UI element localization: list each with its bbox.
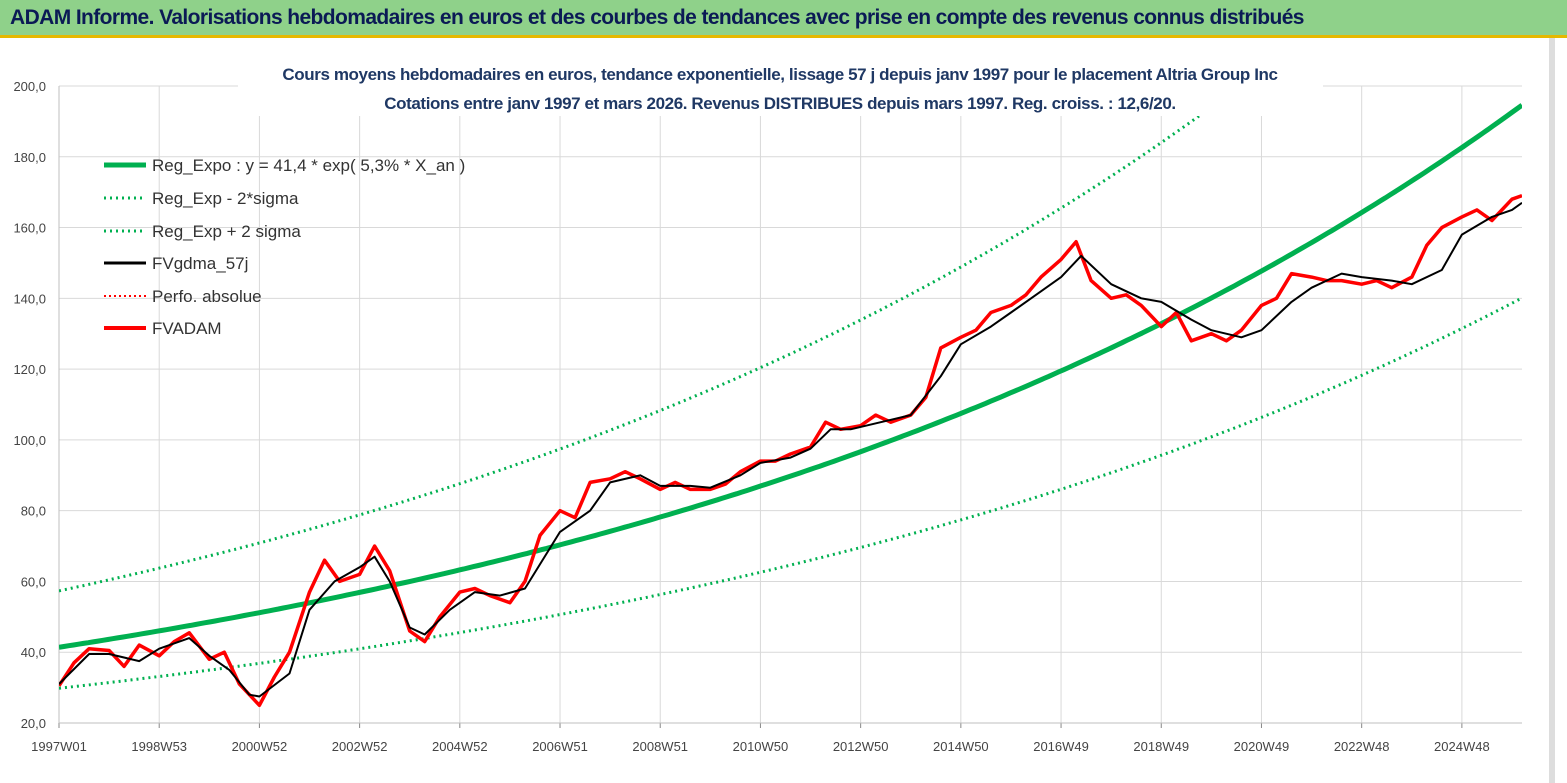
- x-tick-label: 2020W49: [1234, 739, 1290, 754]
- chart-subtitle-line-2: Cotations entre janv 1997 et mars 2026. …: [384, 94, 1175, 113]
- x-tick-label: 2004W52: [432, 739, 488, 754]
- subtitle-background: [238, 60, 1323, 116]
- reg-exp-minus-2sigma-line: [59, 296, 1522, 690]
- legend-label-perfo: Perfo. absolue: [152, 287, 262, 306]
- chart-subtitle-line-1: Cours moyens hebdomadaires en euros, ten…: [282, 65, 1277, 84]
- x-tick-label: 2006W51: [532, 739, 588, 754]
- legend-label-reg-expo: Reg_Expo : y = 41,4 * exp( 5,3% * X_an ): [152, 156, 465, 175]
- fvadam-line: [59, 194, 1522, 708]
- y-tick-label: 40,0: [21, 645, 46, 660]
- x-tick-label: 2000W52: [232, 739, 288, 754]
- y-tick-label: 140,0: [13, 291, 46, 306]
- chart: 20,0 40,0 60,0 80,0 100,0 120,0 140,0 160,0 180,…: [0, 38, 1567, 783]
- x-tick-label: 2010W50: [733, 739, 789, 754]
- x-tick-label: 2014W50: [933, 739, 989, 754]
- y-tick-label: 200,0: [13, 79, 46, 94]
- legend-label-fvadam: FVADAM: [152, 319, 222, 338]
- y-tick-label: 100,0: [13, 433, 46, 448]
- reg-expo-line: [59, 103, 1522, 650]
- legend-label-reg-exp-plus: Reg_Exp + 2 sigma: [152, 222, 301, 241]
- x-tick-label: 2022W48: [1334, 739, 1390, 754]
- y-tick-label: 80,0: [21, 504, 46, 519]
- x-tick-label: 2008W51: [632, 739, 688, 754]
- x-tick-label: 1997W01: [31, 739, 87, 754]
- x-tick-label: 2002W52: [332, 739, 388, 754]
- axis-tick-labels: 20,0 40,0 60,0 80,0 100,0 120,0 140,0 160,0 180,…: [13, 79, 1489, 754]
- x-tick-label: 2018W49: [1133, 739, 1189, 754]
- x-tick-label: 2024W48: [1434, 739, 1490, 754]
- y-tick-label: 60,0: [21, 574, 46, 589]
- y-tick-label: 20,0: [21, 716, 46, 731]
- y-tick-label: 180,0: [13, 150, 46, 165]
- y-tick-label: 120,0: [13, 362, 46, 377]
- legend-label-fvgdma: FVgdma_57j: [152, 254, 248, 273]
- legend: Reg_Expo : y = 41,4 * exp( 5,3% * X_an )…: [104, 156, 465, 338]
- x-tick-label: 2012W50: [833, 739, 889, 754]
- x-tick-label: 2016W49: [1033, 739, 1089, 754]
- page-title: ADAM Informe. Valorisations hebdomadaire…: [10, 6, 1304, 29]
- legend-label-reg-exp-minus: Reg_Exp - 2*sigma: [152, 189, 299, 208]
- series-layer: [59, 86, 1522, 708]
- fvgdma-57j-line: [59, 201, 1522, 698]
- x-tick-label: 1998W53: [131, 739, 187, 754]
- y-tick-label: 160,0: [13, 221, 46, 236]
- title-banner: ADAM Informe. Valorisations hebdomadaire…: [0, 0, 1567, 38]
- chart-background: [0, 38, 1567, 783]
